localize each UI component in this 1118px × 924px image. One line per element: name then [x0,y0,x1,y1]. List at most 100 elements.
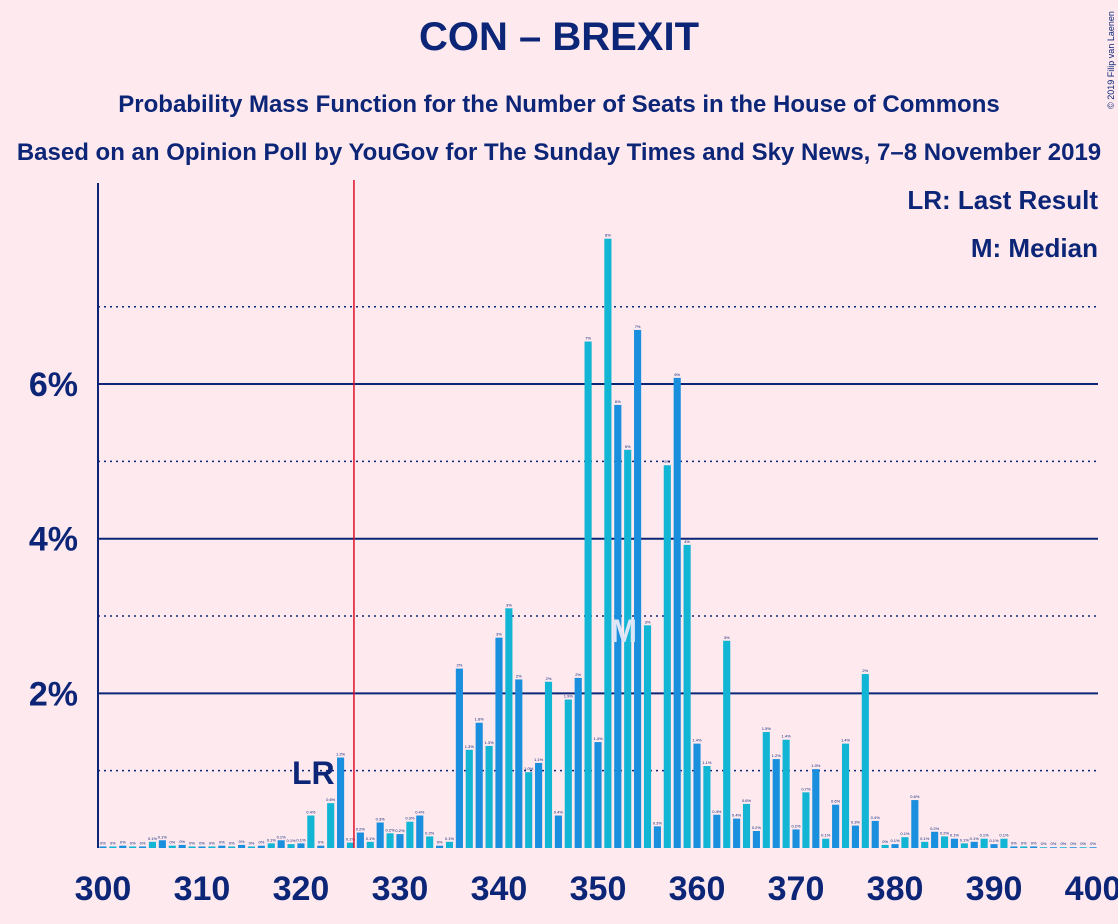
bar [1049,847,1058,848]
value-label: 1.9% [564,694,574,699]
bar [495,637,503,848]
bar [465,749,473,848]
value-label: 0% [249,840,255,845]
bar [366,841,374,848]
bar [188,846,196,848]
bar [990,844,998,848]
value-label: 0.1% [346,837,356,842]
value-label: 0.1% [890,838,900,843]
bar [436,845,444,848]
value-label: 0% [229,840,235,845]
value-label: 0.2% [791,823,801,828]
value-label: 1.3% [485,740,495,745]
legend-entry: LR: Last Result [907,185,1098,215]
value-label: 0.7% [801,786,811,791]
value-label: 0.1% [821,833,831,838]
bar [762,732,770,848]
value-label: 0% [140,840,146,845]
value-label: 0% [209,840,215,845]
value-label: 0% [189,840,195,845]
bar [832,804,840,848]
value-label: 0% [199,840,205,845]
bar [782,739,790,848]
value-label: 0.3% [653,820,663,825]
value-label: 0.2% [930,826,940,831]
value-label: 1.4% [841,738,851,743]
value-label: 0.4% [871,815,881,820]
bar [297,843,305,848]
value-label: 1.1% [534,757,544,762]
bar [871,820,879,848]
bar [247,846,256,848]
value-label: 0% [1021,840,1027,845]
value-label: 0% [1060,841,1066,846]
value-label: 3% [724,635,730,640]
bar [426,836,434,848]
bar [238,844,246,848]
value-label: 0% [318,840,324,845]
bar [841,743,850,848]
bar [594,742,602,848]
bar [653,826,661,848]
value-label: 1.4% [593,736,603,741]
bar [1020,846,1028,848]
value-label: 1.0% [811,763,821,768]
bar [1089,847,1097,848]
value-label: 0% [1011,840,1017,845]
bar [346,842,355,848]
value-label: 0.2% [386,827,396,832]
y-tick-label: 6% [29,366,78,404]
value-label: 0.1% [267,837,277,842]
bar [752,830,760,848]
bar [327,803,335,848]
bar [812,769,820,848]
bar [554,815,562,848]
subtitle: Probability Mass Function for the Number… [118,91,999,118]
value-label: 0.1% [445,836,455,841]
bar [475,722,483,848]
bar [921,841,929,848]
value-label: 0.1% [366,836,376,841]
x-tick-label: 340 [471,870,528,908]
bar [317,845,325,848]
bar [148,841,157,848]
bar [535,762,543,848]
bar [950,838,958,848]
value-label: 0.2% [752,825,762,830]
x-tick-label: 400 [1065,870,1118,908]
bar [822,838,830,848]
value-label: 0.6% [910,794,920,799]
value-label: 0.6% [326,797,336,802]
value-label: 0.2% [940,830,950,835]
bar [851,825,859,848]
chart-title: CON – BREXIT [419,15,699,59]
bar [891,844,899,848]
bar [307,815,315,848]
bar [337,757,345,848]
value-label: 0.1% [980,833,990,838]
bar [673,377,681,848]
value-label: 6% [615,399,621,404]
value-label: 0% [219,840,225,845]
last-result-label: LR [292,755,335,791]
value-label: 1.0% [524,766,534,771]
bar [416,815,424,848]
y-tick-label: 4% [29,521,78,559]
bar [1069,847,1077,848]
bar [564,699,572,848]
x-tick-label: 300 [75,870,132,908]
value-label: 0% [1070,841,1076,846]
value-label: 2% [546,676,552,681]
value-label: 0.1% [999,833,1009,838]
bar [960,843,968,848]
value-label: 4% [684,539,690,544]
bar [693,743,701,848]
bar [614,404,622,848]
value-label: 0% [258,840,264,845]
bar [277,840,285,848]
value-label: 0% [130,840,136,845]
bar [257,845,265,848]
bar [911,800,919,848]
bar [723,640,731,848]
